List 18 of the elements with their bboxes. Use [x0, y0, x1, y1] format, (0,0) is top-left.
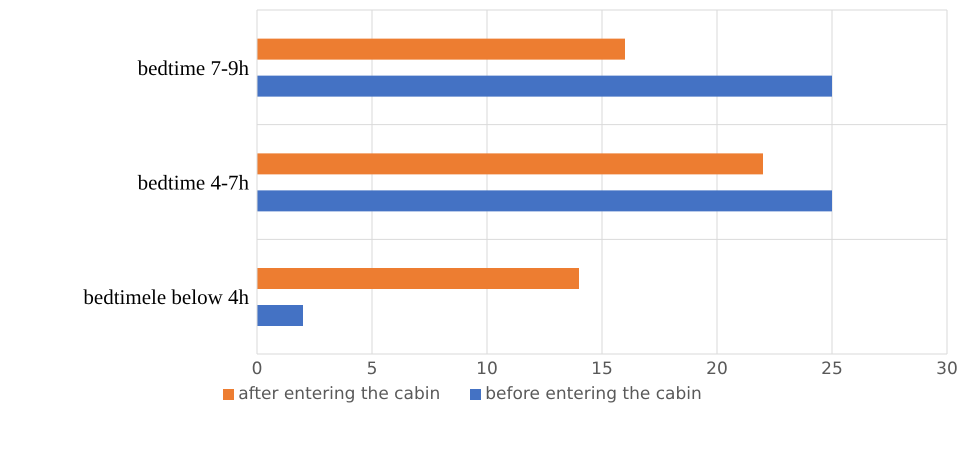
bar [257, 190, 832, 212]
bar [257, 153, 763, 174]
x-tick-label: 20 [706, 359, 728, 380]
legend-label: after entering the cabin [238, 384, 440, 404]
x-tick-label: 5 [366, 359, 378, 380]
x-tick-label: 0 [252, 359, 262, 380]
bar [257, 76, 832, 97]
x-tick-label: 30 [936, 359, 958, 380]
y-tick-label: bedtimele below 4h [83, 285, 250, 310]
x-tick-label: 15 [591, 359, 613, 380]
x-tick-label: 25 [821, 359, 843, 380]
y-tick-label: bedtime 7-9h [138, 56, 250, 80]
bar [257, 38, 625, 60]
bar [257, 268, 579, 289]
y-tick-label: bedtime 4-7h [138, 170, 250, 194]
legend-label: before entering the cabin [485, 384, 702, 404]
bar [257, 305, 303, 326]
x-tick-label: 10 [476, 359, 498, 380]
